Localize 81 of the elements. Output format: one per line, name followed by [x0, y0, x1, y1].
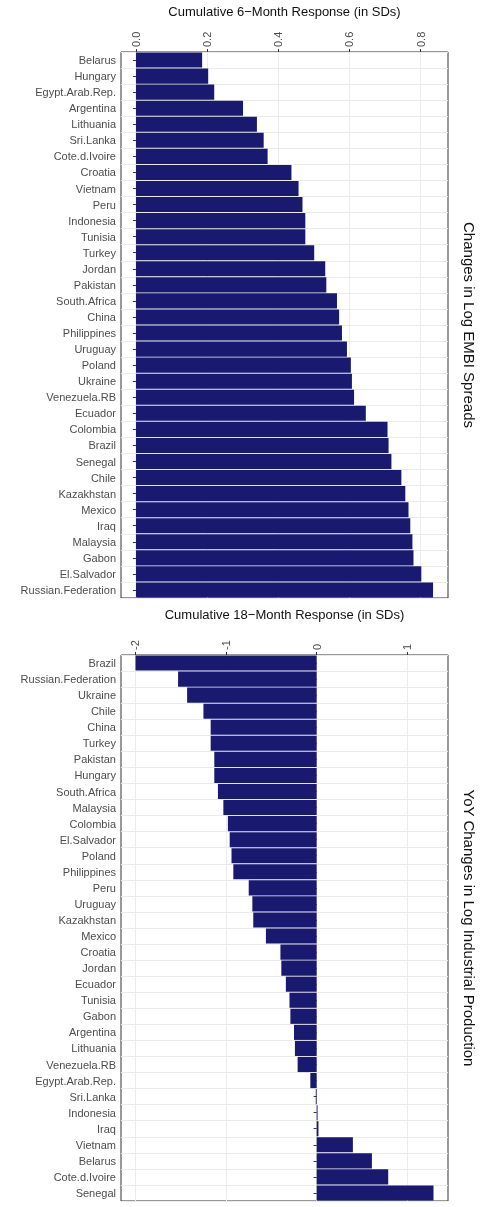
y-tick-label: Argentina: [68, 1026, 117, 1039]
x-tick-label: 0.8: [414, 31, 427, 47]
y-tick-label: Hungary: [74, 70, 117, 83]
x-tick-label: -1: [220, 640, 233, 650]
y-tick-label: Mexico: [81, 930, 116, 943]
y-tick-label: Cote.d.Ivoire: [53, 1170, 116, 1183]
y-tick-label: Hungary: [74, 769, 117, 782]
y-tick-label: Ukraine: [78, 689, 116, 702]
y-tick-label: Pakistan: [73, 753, 116, 766]
y-tick-label: Chile: [90, 705, 116, 718]
y-tick-label: Pakistan: [73, 278, 116, 291]
y-tick-label: Croatia: [80, 166, 117, 179]
y-tick-label: Uruguay: [74, 897, 117, 910]
y2-axis-title: YoY Changes in Log Industrial Production: [461, 789, 478, 1067]
y-tick-label: Brazil: [88, 439, 116, 452]
y-tick-label: Russian.Federation: [20, 583, 116, 596]
y-tick-label: Senegal: [75, 455, 116, 468]
y-tick-label: Belarus: [78, 1154, 117, 1167]
x-tick-label: 0: [310, 643, 323, 650]
y-tick-label: Iraq: [97, 1122, 116, 1135]
y-tick-label: Ecuador: [75, 978, 117, 991]
y-tick-label: Venezuela.RB: [46, 391, 116, 404]
y-tick-label: Lithuania: [71, 118, 117, 131]
y-tick-label: Egypt.Arab.Rep.: [35, 1074, 116, 1087]
y-tick-label: Gabon: [82, 1010, 116, 1023]
y-tick-label: Uruguay: [74, 343, 117, 356]
y-tick-label: Ukraine: [78, 375, 116, 388]
y-tick-label: Ecuador: [75, 407, 117, 420]
y-tick-label: El.Salvador: [59, 833, 117, 846]
y-tick-label: Turkey: [82, 737, 117, 750]
y-tick-label: Vietnam: [75, 182, 116, 195]
x-tick-label: 0.6: [343, 31, 356, 47]
y-tick-label: Colombia: [69, 817, 117, 830]
y-tick-label: China: [87, 310, 117, 323]
x-tick-label: -2: [129, 640, 142, 650]
x-tick-label: 1: [401, 643, 414, 650]
y-tick-label: Colombia: [69, 423, 117, 436]
y-tick-label: China: [87, 721, 117, 734]
y-tick-label: Poland: [81, 359, 116, 372]
y-tick-label: Chile: [90, 471, 116, 484]
y-tick-label: South.Africa: [56, 785, 117, 798]
y-tick-label: Malaysia: [72, 535, 117, 548]
y-tick-label: Vietnam: [75, 1138, 116, 1151]
y-tick-label: Gabon: [82, 551, 116, 564]
y-tick-label: Argentina: [68, 102, 117, 115]
y-tick-label: Jordan: [82, 962, 116, 975]
y2-axis-title: Changes in Log EMBI Spreads: [461, 222, 478, 428]
y-tick-label: Tunisia: [80, 994, 117, 1007]
y-tick-label: Poland: [81, 849, 116, 862]
y-tick-label: Indonesia: [68, 214, 117, 227]
x-axis-title: Cumulative 6−Month Response (in SDs): [168, 4, 401, 19]
y-tick-label: Mexico: [81, 503, 116, 516]
y-tick-label: Peru: [92, 881, 116, 894]
y-tick-label: Egypt.Arab.Rep.: [35, 86, 116, 99]
y-tick-label: El.Salvador: [59, 567, 117, 580]
y-tick-label: Iraq: [97, 519, 116, 532]
y-tick-label: Kazakhstan: [58, 487, 116, 500]
y-tick-label: Croatia: [80, 946, 117, 959]
y-tick-label: Belarus: [78, 54, 117, 67]
y-tick-label: Lithuania: [71, 1042, 117, 1055]
y-tick-label: Sri.Lanka: [69, 1090, 117, 1103]
y-tick-label: Indonesia: [68, 1106, 117, 1119]
y-tick-label: Venezuela.RB: [46, 1058, 116, 1071]
y-tick-label: Malaysia: [72, 801, 117, 814]
x-tick-label: 0.0: [129, 31, 142, 47]
y-tick-label: Jordan: [82, 262, 116, 275]
y-tick-label: Senegal: [75, 1186, 116, 1199]
y-tick-label: Russian.Federation: [20, 673, 116, 686]
y-tick-label: Cote.d.Ivoire: [53, 150, 116, 163]
y-tick-label: South.Africa: [56, 294, 117, 307]
y-tick-label: Kazakhstan: [58, 913, 116, 926]
y-tick-label: Philippines: [62, 327, 117, 340]
y-tick-label: Philippines: [62, 865, 117, 878]
y-tick-label: Peru: [92, 198, 116, 211]
y-tick-label: Tunisia: [80, 230, 117, 243]
x-tick-label: 0.2: [201, 31, 214, 47]
x-tick-label: 0.4: [272, 31, 285, 47]
y-tick-label: Sri.Lanka: [69, 134, 117, 147]
x-axis-title: Cumulative 18−Month Response (in SDs): [164, 607, 405, 622]
y-tick-label: Brazil: [88, 657, 116, 670]
y-tick-label: Turkey: [82, 246, 117, 259]
